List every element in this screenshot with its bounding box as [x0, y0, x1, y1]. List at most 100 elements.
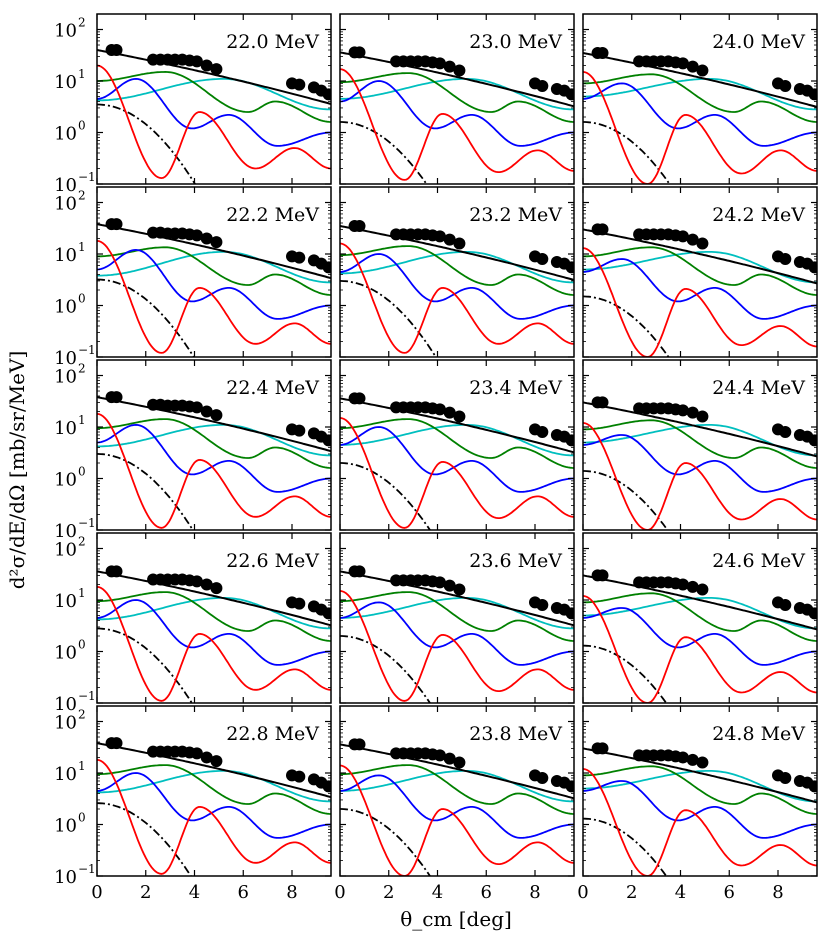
data-point [293, 251, 306, 264]
panel-frame [582, 13, 818, 185]
curves [97, 565, 331, 703]
panel-energy-label: 23.6 MeV [469, 550, 562, 572]
y-tick-exponent: 1 [78, 240, 86, 254]
data-point [293, 78, 306, 91]
series-l3 [583, 592, 817, 642]
data-point [200, 751, 213, 764]
series-l2 [340, 601, 574, 666]
panel-frame [339, 359, 575, 531]
data-point [190, 575, 203, 588]
data-point [433, 230, 446, 243]
data-point [210, 63, 223, 76]
data-point [686, 60, 699, 73]
curves [340, 565, 574, 703]
series-l2 [583, 780, 817, 839]
x-tick-label: 4 [432, 882, 443, 903]
data-point [676, 751, 689, 764]
series-total [340, 570, 574, 627]
series-l4 [97, 424, 331, 457]
panel-23-8-MeV: 23.8 MeV 0 2 4 6 8 [334, 705, 575, 903]
data-point [686, 580, 699, 593]
series-l3 [340, 591, 574, 642]
series-l2 [340, 426, 574, 493]
curves [583, 223, 817, 357]
data-point [696, 756, 709, 769]
series-total [583, 747, 817, 804]
series-l4 [97, 597, 331, 630]
y-tick-label: 10 [54, 764, 77, 785]
data-point [443, 233, 456, 246]
y-tick-label: 10 [54, 418, 77, 439]
data-point [565, 780, 574, 793]
panel-frame [582, 359, 818, 531]
curves [97, 218, 331, 357]
series-total [583, 52, 817, 108]
data-point [210, 582, 223, 595]
panel-energy-label: 24.6 MeV [712, 550, 805, 572]
y-tick-exponent: 2 [78, 535, 86, 549]
series-l3 [340, 418, 574, 469]
panel-24-0-MeV: 24.0 MeV [582, 13, 818, 185]
y-tick-exponent: 0 [78, 119, 86, 133]
panel-23-6-MeV: 23.6 MeV [339, 532, 575, 704]
y-tick-label: 10 [54, 591, 77, 612]
panel-energy-label: 23.0 MeV [469, 31, 562, 53]
x-tick-label: 0 [334, 882, 345, 903]
series-total [340, 51, 574, 108]
data-point [808, 261, 817, 274]
series-l3 [583, 419, 817, 469]
series-dipole [583, 595, 817, 703]
y-axis-title: d²σ/dE/dΩ [mb/sr/MeV] [5, 351, 29, 590]
panel-frame [96, 532, 332, 704]
panel-energy-label: 22.4 MeV [226, 377, 319, 399]
curves [340, 220, 574, 357]
data-point [596, 47, 609, 59]
y-tick-exponent: 2 [78, 362, 86, 376]
panel-frame [339, 532, 575, 704]
series-total [340, 225, 574, 281]
panel-frame [339, 186, 575, 358]
data-point [453, 756, 466, 769]
data-point [596, 223, 609, 236]
data-point [808, 434, 817, 447]
data-point [293, 770, 306, 783]
panel-frame [96, 359, 332, 531]
x-tick-label: 0 [91, 882, 102, 903]
data-point [293, 597, 306, 610]
data-point [676, 57, 689, 70]
data-point [110, 565, 123, 578]
series-l4 [97, 251, 331, 284]
y-tick-label: 10 [54, 21, 77, 42]
data-point [676, 230, 689, 243]
y-tick-label: 10 [54, 245, 77, 266]
data-point [353, 220, 366, 232]
data-point [536, 253, 549, 265]
panel-23-2-MeV: 23.2 MeV [339, 186, 575, 358]
y-tick-label: 10 [54, 713, 77, 734]
data-point [322, 434, 331, 447]
data-point [696, 64, 709, 77]
data-point [696, 237, 709, 250]
curves [340, 738, 574, 876]
y-tick-exponent: 2 [78, 189, 86, 203]
series-l4 [340, 78, 574, 111]
y-tick-exponent: 1 [78, 586, 86, 600]
curves [97, 391, 331, 530]
series-dipole [340, 242, 574, 354]
series-l4 [583, 78, 817, 111]
curves [340, 392, 574, 530]
panel-energy-label: 24.8 MeV [712, 723, 805, 745]
series-dipole [583, 71, 817, 184]
x-tick-label: 2 [383, 882, 394, 903]
series-l2 [583, 258, 817, 320]
data-point [322, 780, 331, 793]
data-point [779, 772, 792, 784]
y-tick-label: 10 [54, 470, 77, 491]
x-tick-label: 6 [724, 882, 735, 903]
y-tick-label: 10 [54, 348, 77, 369]
